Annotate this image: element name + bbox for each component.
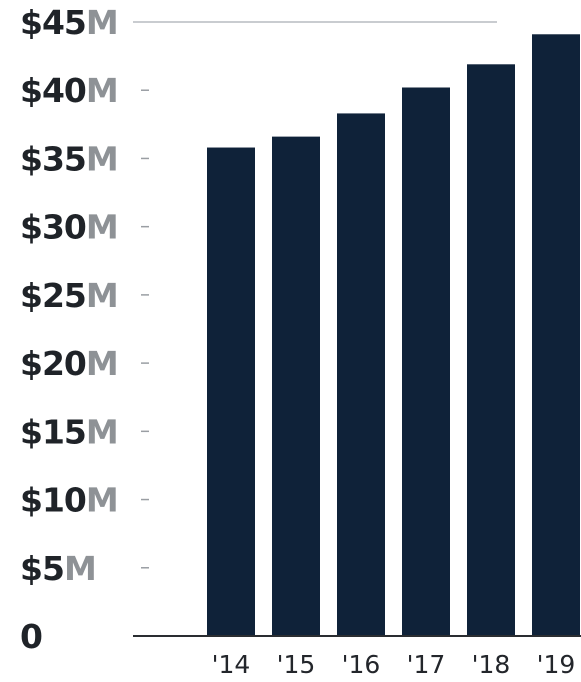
y-tick-label: $10M [20,481,118,520]
y-tick-label-unit: M [86,208,118,247]
y-tick-label-amount: $35 [20,139,86,178]
x-tick-label: '14 [212,650,251,679]
y-tick-label-unit: M [86,71,118,110]
y-tick-label-unit: M [86,481,118,520]
y-tick-label: $30M [20,208,118,247]
x-tick-label: '19 [537,650,576,679]
y-tick-label-unit: 0 [20,617,42,656]
x-tick-label: '15 [277,650,316,679]
y-tick-label: $15M [20,412,118,451]
y-tick-label: $5M [20,549,96,588]
y-tick-label-amount: $25 [20,276,86,315]
bar [337,113,385,636]
y-tick-label-amount: $40 [20,71,86,110]
y-tick-label-amount: $10 [20,481,86,520]
y-tick-label-amount: $30 [20,208,86,247]
y-tick-label-amount: $5 [20,549,64,588]
y-tick-label-unit: M [64,549,96,588]
x-tick-label: '16 [342,650,381,679]
bar [467,64,515,636]
y-tick-label-unit: M [86,3,118,42]
bar [207,147,255,637]
y-tick-label-amount: $20 [20,344,86,383]
y-tick-label: $20M [20,344,118,383]
y-tick-label: $25M [20,276,118,315]
y-tick-label-unit: M [86,344,118,383]
y-tick-label: $35M [20,139,118,178]
y-tick-label-unit: M [86,276,118,315]
x-axis: '14 '15 '16 '17 '18 '19 [133,635,581,679]
y-tick-label: 0 [20,617,42,656]
bar [402,87,450,636]
y-tick-label-amount: $45 [20,3,86,42]
y-tick-label: $45M [20,3,118,42]
y-axis: 0$5M$10M$15M$20M$25M$30M$35M$40M$45M [20,3,497,656]
x-tick-label: '18 [472,650,511,679]
y-tick-label: $40M [20,71,118,110]
bar [532,34,580,636]
y-tick-label-unit: M [86,412,118,451]
y-tick-label-unit: M [86,139,118,178]
bars [207,34,580,637]
y-tick-label-amount: $15 [20,412,86,451]
x-tick-label: '17 [407,650,446,679]
bar [272,136,320,636]
